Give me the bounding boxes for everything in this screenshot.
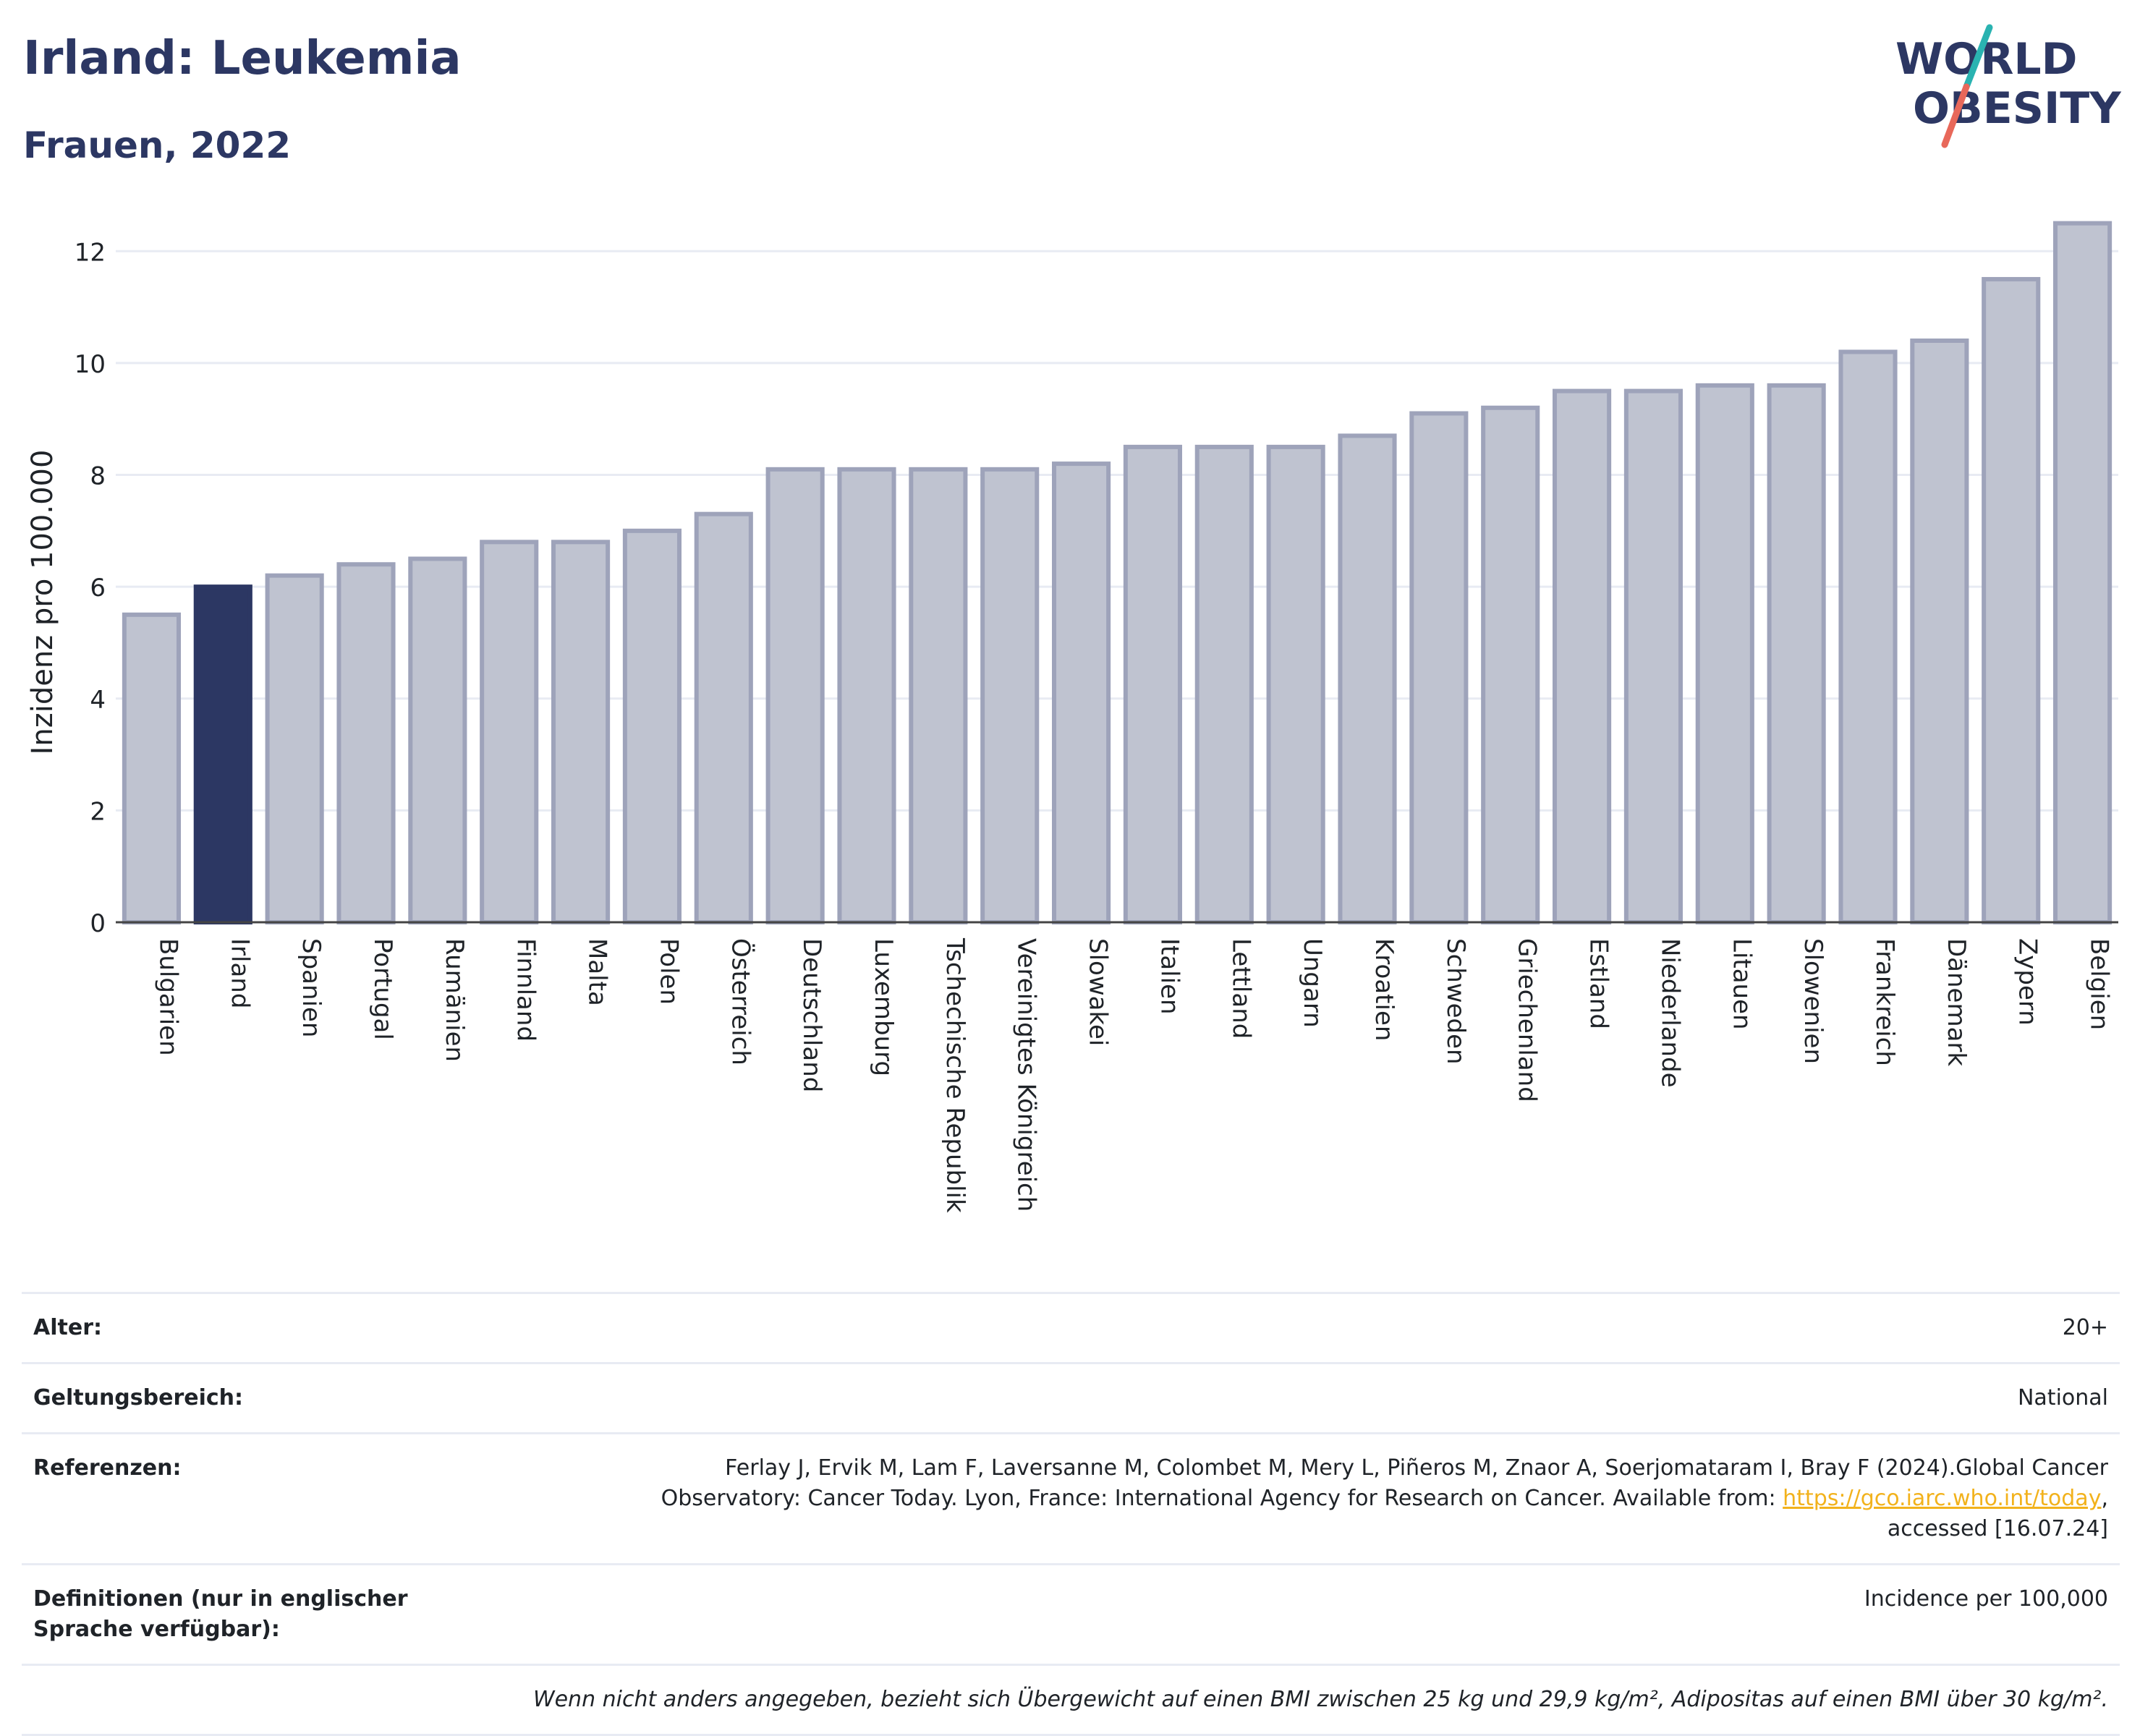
definitions-value: Incidence per 100,000: [522, 1563, 2120, 1665]
x-tick-label: Belgien: [2085, 938, 2114, 1030]
bar-österreich: [694, 511, 753, 924]
x-tick-label: Irland: [225, 938, 254, 1008]
bar-belgien: [2053, 221, 2113, 924]
bar-frankreich: [1838, 349, 1898, 924]
reference-link[interactable]: https://gco.iarc.who.int/today: [1783, 1486, 2102, 1511]
x-tick-label: Rumänien: [440, 938, 469, 1062]
logo-line-obesity: OBESITY: [1913, 83, 2122, 134]
y-axis-title: Inzidenz pro 100.000: [26, 450, 59, 755]
x-tick-label: Luxemburg: [869, 938, 898, 1076]
meta-row-references: Referenzen: Ferlay J, Ervik M, Lam F, La…: [22, 1432, 2120, 1565]
x-tick-label: Schweden: [1441, 938, 1470, 1065]
x-axis-ticks: Bulgarien Irland Spanien Portugal Rumänien Fi…: [153, 937, 2113, 1213]
bar-niederlande: [1623, 388, 1683, 924]
bar-chart: 0 2 4 6 8 10 12 Bulgarien Irland Spanien Portugal…: [26, 221, 2118, 1213]
x-tick-label: Dänemark: [1942, 938, 1971, 1066]
x-tick-label: Spanien: [297, 938, 326, 1037]
x-tick-label: Österreich: [726, 938, 755, 1065]
meta-row-scope: Geltungsbereich: National: [22, 1362, 2120, 1434]
x-tick-label: Frankreich: [1870, 938, 1899, 1066]
x-tick-label: Slowenien: [1799, 938, 1827, 1064]
x-tick-label: Finnland: [511, 938, 540, 1042]
bar-zypern: [1982, 276, 2041, 924]
x-tick-label: Deutschland: [797, 938, 826, 1092]
x-tick-label: Malta: [583, 938, 612, 1006]
scope-label: Geltungsbereich:: [22, 1362, 522, 1434]
y-axis-ticks: 0 2 4 6 8 10 12: [75, 238, 106, 938]
chart-title: Irland: Leukemia: [23, 32, 462, 85]
scope-value: National: [522, 1362, 2120, 1434]
bar-italien: [1123, 444, 1182, 924]
y-tick-label: 4: [90, 686, 106, 715]
bar-litauen: [1695, 383, 1754, 924]
bar-spanien: [265, 573, 324, 924]
reference-comma: ,: [2101, 1486, 2108, 1511]
bar-vereinigtes-königreich: [980, 467, 1040, 924]
bar-kroatien: [1338, 433, 1397, 924]
x-tick-label: Bulgarien: [153, 938, 182, 1056]
logo-slash-teal-icon: [1963, 24, 1993, 90]
bar-schweden: [1409, 411, 1469, 924]
x-tick-label: Lettland: [1226, 938, 1255, 1039]
y-tick-label: 0: [90, 909, 106, 938]
x-tick-label: Litauen: [1727, 938, 1756, 1030]
bar-polen: [622, 528, 682, 924]
bar-griechenland: [1481, 405, 1540, 924]
reference-text-line-1: Ferlay J, Ervik M, Lam F, Laversanne M, …: [725, 1455, 2108, 1481]
bar-slowakei: [1052, 461, 1111, 924]
bar-irland: [193, 584, 252, 925]
age-value: 20+: [522, 1292, 2120, 1363]
references-label: Referenzen:: [22, 1432, 522, 1565]
x-tick-label: Griechenland: [1513, 938, 1542, 1102]
x-tick-label: Zypern: [2013, 938, 2042, 1026]
y-tick-label: 6: [90, 574, 106, 603]
bar-lettland: [1194, 444, 1254, 924]
bar-tschechische-republik: [909, 467, 968, 924]
chart-subtitle: Frauen, 2022: [23, 124, 292, 166]
bar-dänemark: [1910, 339, 1969, 924]
bars: [122, 221, 2113, 925]
bar-luxemburg: [837, 467, 896, 924]
x-tick-label: Niederlande: [1655, 938, 1684, 1088]
bar-finnland: [480, 540, 539, 924]
footnote: Wenn nicht anders angegeben, bezieht sic…: [22, 1664, 2120, 1736]
age-label: Alter:: [22, 1292, 522, 1363]
bar-portugal: [336, 562, 396, 924]
y-tick-label: 12: [75, 238, 106, 267]
x-tick-label: Slowakei: [1084, 938, 1113, 1046]
x-tick-label: Kroatien: [1370, 938, 1398, 1041]
bar-deutschland: [765, 467, 825, 924]
logo-slash-coral-icon: [1941, 83, 1970, 148]
y-tick-label: 2: [90, 797, 106, 826]
x-tick-label: Polen: [654, 938, 683, 1005]
y-tick-label: 10: [75, 350, 106, 379]
x-tick-label: Ungarn: [1298, 938, 1327, 1028]
x-tick-label: Estland: [1584, 938, 1613, 1029]
reference-accessed: accessed [16.07.24]: [1887, 1516, 2108, 1541]
world-obesity-logo: WORLD OBESITY: [1895, 24, 2122, 148]
x-tick-label: Vereinigtes Königreich: [1012, 938, 1041, 1212]
bar-bulgarien: [122, 612, 181, 924]
bar-ungarn: [1266, 444, 1325, 924]
bar-estland: [1553, 388, 1612, 924]
definitions-label: Definitionen (nur in englischer Sprache …: [22, 1563, 522, 1665]
bar-rumänien: [408, 556, 467, 924]
x-tick-label: Italien: [1155, 938, 1184, 1015]
meta-row-definitions: Definitionen (nur in englischer Sprache …: [22, 1563, 2120, 1665]
x-tick-label: Tschechische Republik: [941, 937, 969, 1213]
reference-text-line-2: Observatory: Cancer Today. Lyon, France:…: [661, 1486, 1783, 1511]
meta-row-footnote: Wenn nicht anders angegeben, bezieht sic…: [22, 1664, 2120, 1736]
x-tick-label: Portugal: [368, 938, 397, 1040]
metadata-table: Alter: 20+ Geltungsbereich: National Ref…: [22, 1292, 2120, 1736]
y-tick-label: 8: [90, 462, 106, 491]
meta-row-age: Alter: 20+: [22, 1292, 2120, 1363]
bar-malta: [551, 540, 611, 924]
bar-slowenien: [1767, 383, 1826, 924]
references-value: Ferlay J, Ervik M, Lam F, Laversanne M, …: [522, 1432, 2120, 1565]
